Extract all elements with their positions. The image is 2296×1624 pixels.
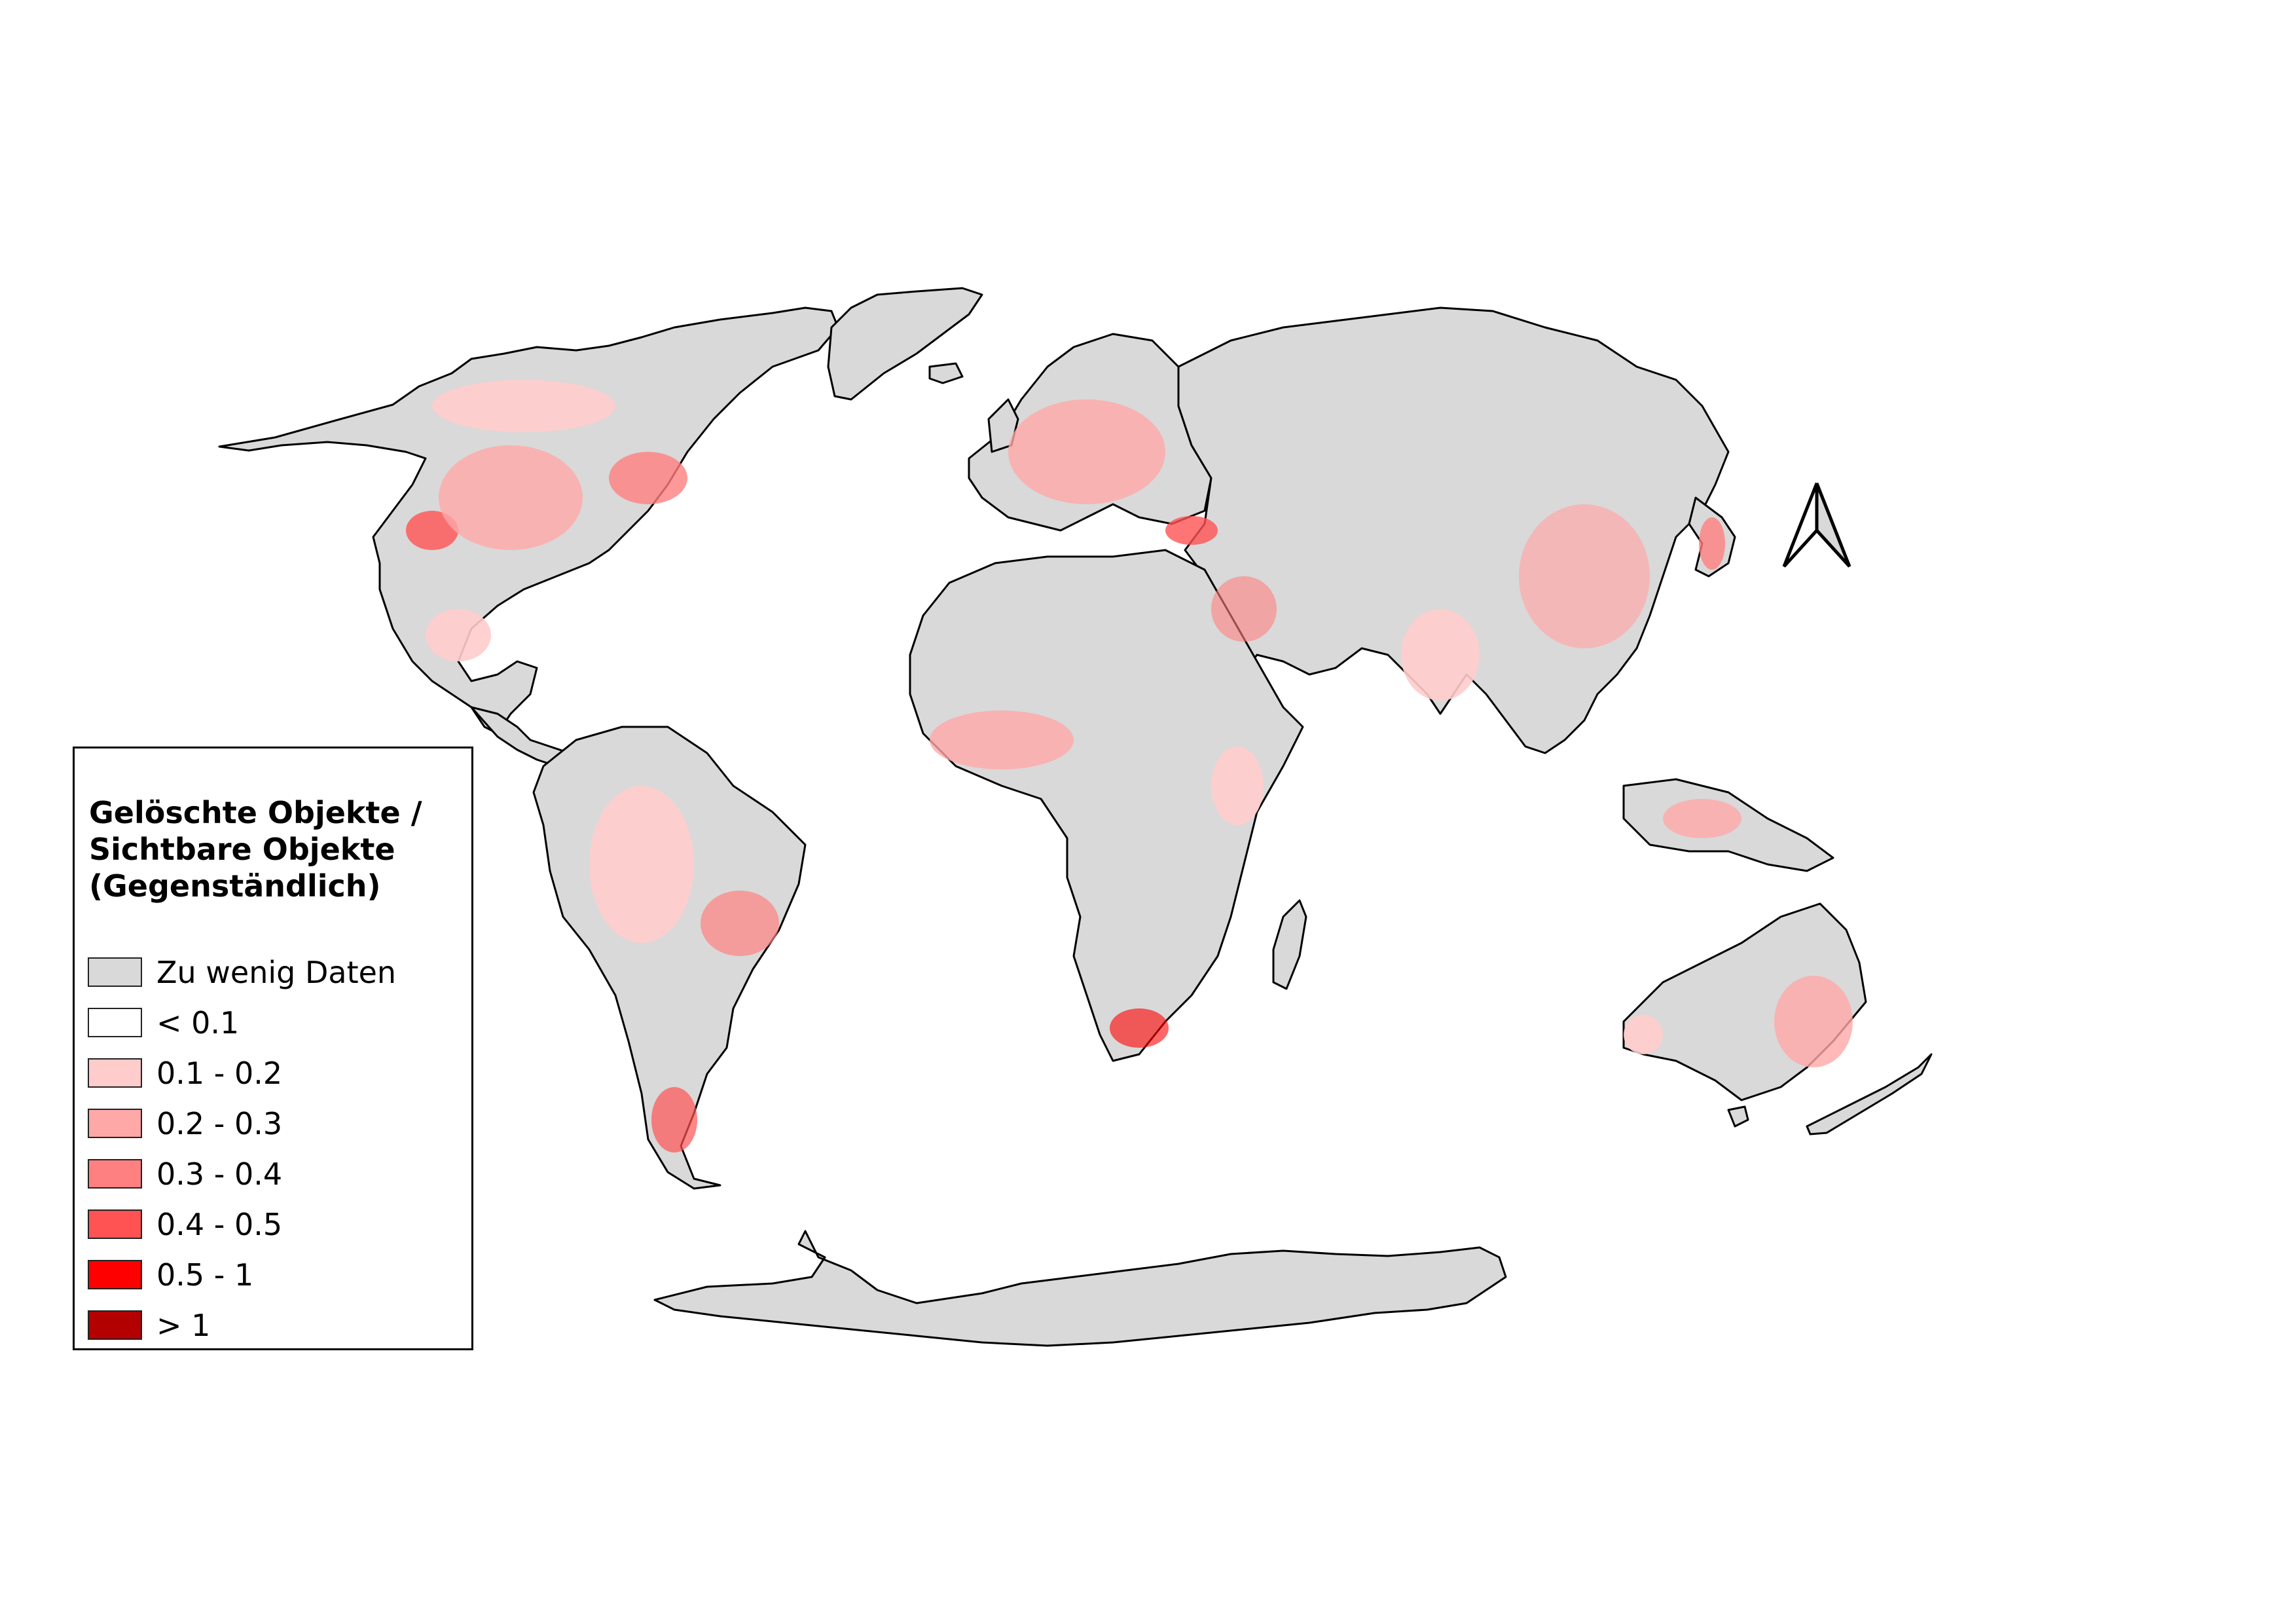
patch-south-america: [589, 786, 694, 943]
iceland: [928, 362, 964, 384]
legend-label: 0.1 - 0.2: [156, 1055, 283, 1091]
new-zealand: [1806, 1053, 1933, 1135]
patch-brazil: [701, 891, 779, 956]
legend-swatch: [88, 957, 142, 987]
red-value-patches: [406, 380, 1853, 1153]
legend-item: 0.4 - 0.5: [88, 1199, 396, 1249]
patch-usa-east: [609, 452, 687, 504]
antarctica: [653, 1230, 1507, 1347]
patch-mexico: [426, 609, 491, 661]
patch-south-africa: [1110, 1008, 1169, 1048]
legend-items: Zu wenig Daten < 0.1 0.1 - 0.2 0.2 - 0.3…: [88, 947, 396, 1350]
madagascar: [1272, 899, 1307, 990]
patch-indonesia: [1663, 799, 1741, 838]
legend-swatch: [88, 1109, 142, 1138]
legend-item: 0.5 - 1: [88, 1249, 396, 1300]
legend-title-line: Gelöschte Objekte /: [89, 795, 422, 830]
map-legend: Gelöschte Objekte / Sichtbare Objekte (G…: [73, 747, 473, 1350]
patch-china: [1519, 504, 1650, 648]
patch-argentina: [651, 1087, 697, 1153]
patch-canada: [432, 380, 615, 432]
patch-australia-east: [1774, 976, 1853, 1067]
greenland: [827, 287, 983, 401]
patch-west-africa: [930, 710, 1074, 769]
legend-swatch: [88, 1058, 142, 1088]
legend-label: < 0.1: [156, 1005, 240, 1041]
legend-label: 0.3 - 0.4: [156, 1156, 283, 1192]
patch-east-africa: [1211, 747, 1264, 825]
legend-title-line: (Gegenständlich): [89, 868, 381, 904]
legend-item: > 1: [88, 1300, 396, 1350]
patch-europe: [1008, 399, 1165, 504]
legend-swatch: [88, 1310, 142, 1340]
legend-item: Zu wenig Daten: [88, 947, 396, 997]
legend-swatch: [88, 1260, 142, 1289]
legend-item: 0.3 - 0.4: [88, 1149, 396, 1199]
patch-japan: [1699, 517, 1725, 570]
patch-australia-west: [1624, 1015, 1663, 1054]
legend-swatch: [88, 1209, 142, 1239]
legend-label: 0.5 - 1: [156, 1257, 254, 1293]
legend-title: Gelöschte Objekte / Sichtbare Objekte (G…: [89, 794, 469, 904]
legend-label: 0.4 - 0.5: [156, 1206, 283, 1242]
tasmania: [1727, 1105, 1749, 1128]
legend-swatch: [88, 1159, 142, 1189]
legend-label: > 1: [156, 1307, 211, 1343]
africa: [909, 549, 1304, 1062]
patch-usa-west: [406, 511, 458, 550]
patch-usa-central: [439, 445, 583, 550]
patch-turkey: [1165, 516, 1218, 545]
legend-item: 0.1 - 0.2: [88, 1048, 396, 1098]
legend-item: < 0.1: [88, 997, 396, 1048]
legend-item: 0.2 - 0.3: [88, 1098, 396, 1149]
patch-india: [1401, 609, 1480, 701]
north-arrow-icon: [1782, 483, 1851, 568]
patch-middle-east: [1211, 576, 1277, 642]
legend-label: Zu wenig Daten: [156, 954, 397, 990]
legend-title-line: Sichtbare Objekte: [89, 832, 395, 867]
legend-swatch: [88, 1008, 142, 1037]
legend-label: 0.2 - 0.3: [156, 1105, 283, 1141]
